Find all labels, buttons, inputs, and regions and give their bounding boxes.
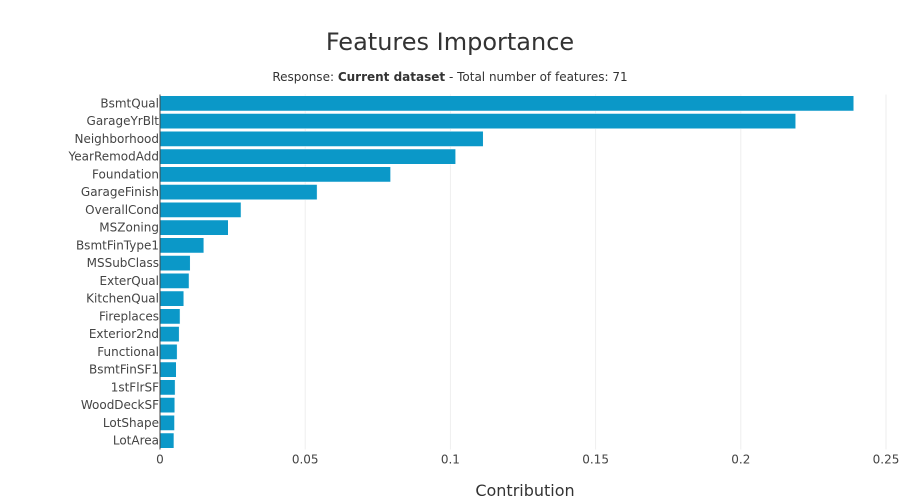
subtitle-prefix: Response: [272,70,338,84]
bars [159,95,855,449]
y-tick-label: Functional [97,345,159,359]
bar[interactable] [159,219,229,236]
x-tick-label: 0.25 [873,453,900,467]
y-tick-label: Neighborhood [74,132,159,146]
y-tick-label: GarageYrBlt [87,114,160,128]
bar[interactable] [159,343,178,360]
bar[interactable] [159,432,175,449]
y-tick-label: Foundation [92,167,159,181]
bar[interactable] [159,130,484,147]
bar[interactable] [159,290,185,307]
y-tick-label: Exterior2nd [89,327,159,341]
y-tick-label: WoodDeckSF [81,398,159,412]
x-tick-label: 0.1 [441,453,460,467]
y-tick-label: BsmtFinSF1 [89,363,159,377]
x-axis-title: Contribution [475,481,574,500]
x-tick-labels: 0 0.05 0.1 0.15 0.2 0.25 [156,453,899,467]
y-tick-label: OverallCond [85,203,159,217]
y-tick-label: ExterQual [100,274,159,288]
bar[interactable] [159,237,205,254]
chart-subtitle: Response: Current dataset - Total number… [272,70,627,84]
x-tick-label: 0.05 [292,453,319,467]
y-tick-label: LotShape [103,416,159,430]
gridlines [304,94,887,450]
bar[interactable] [159,379,176,396]
y-tick-label: MSSubClass [87,256,159,270]
bar[interactable] [159,308,181,325]
bar[interactable] [159,326,180,343]
chart-title: Features Importance [326,28,574,56]
x-tick-label: 0.2 [731,453,750,467]
subtitle-dataset: Current dataset [338,70,446,84]
y-tick-label: BsmtQual [100,96,159,110]
y-tick-label: 1stFlrSF [111,380,159,394]
bar[interactable] [159,166,391,183]
y-tick-label: KitchenQual [86,292,159,306]
y-tick-labels: BsmtQual GarageYrBlt Neighborhood YearRemod… [68,96,160,447]
y-tick-label: YearRemodAdd [68,150,159,164]
bar[interactable] [159,184,318,201]
y-tick-label: Fireplaces [99,309,159,323]
y-tick-label: MSZoning [99,221,159,235]
y-tick-label: BsmtFinType1 [76,238,159,252]
x-tick-label: 0 [156,453,164,467]
bar[interactable] [159,95,855,112]
bar[interactable] [159,361,177,378]
bar[interactable] [159,414,175,431]
y-tick-label: GarageFinish [81,185,159,199]
bar[interactable] [159,255,191,272]
bar[interactable] [159,201,242,218]
bar[interactable] [159,113,796,130]
subtitle-suffix: - Total number of features: 71 [445,70,628,84]
bar[interactable] [159,272,190,289]
bar[interactable] [159,148,456,165]
x-tick-label: 0.15 [582,453,609,467]
y-tick-label: LotArea [113,434,159,448]
bar[interactable] [159,397,176,414]
